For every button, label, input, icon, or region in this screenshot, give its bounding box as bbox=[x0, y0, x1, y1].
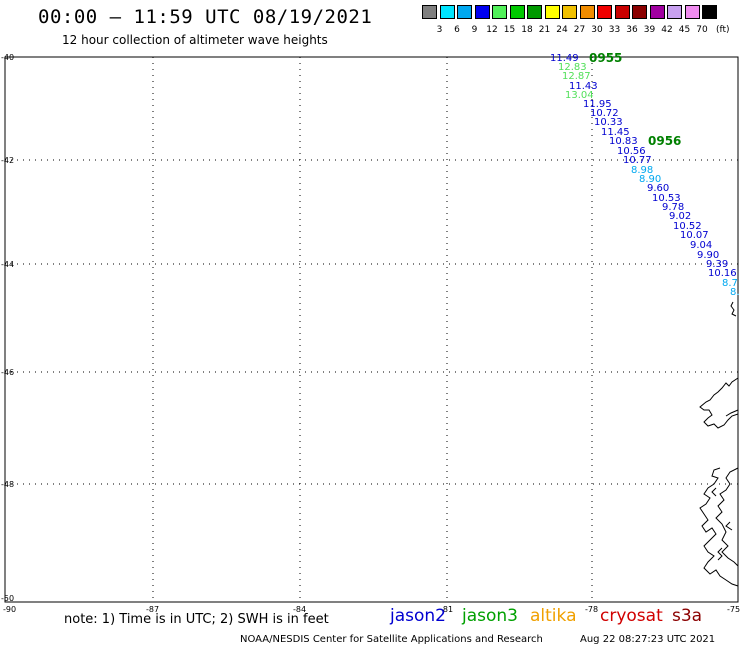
color-swatch bbox=[702, 5, 717, 19]
lat-label: -46 bbox=[1, 368, 14, 377]
swh-value-label: 8.5 bbox=[730, 287, 740, 298]
swh-value-label: 9.39 bbox=[706, 259, 728, 270]
color-swatch bbox=[649, 5, 665, 19]
color-scale-label: 36 bbox=[626, 25, 638, 35]
coastline-segment bbox=[725, 521, 733, 531]
lat-label: -48 bbox=[1, 480, 14, 489]
coastline-segment bbox=[717, 547, 723, 561]
swh-value-label: 10.77 bbox=[623, 155, 652, 166]
color-scale-label: 21 bbox=[538, 25, 551, 35]
color-scale-unit: (ft) bbox=[716, 25, 730, 35]
color-scale-label: 12 bbox=[486, 25, 498, 35]
swh-value-label: 12.83 bbox=[558, 62, 587, 73]
color-swatch bbox=[439, 5, 455, 19]
footer-credit: NOAA/NESDIS Center for Satellite Applica… bbox=[240, 634, 543, 645]
page-title: 00:00 – 11:59 UTC 08/19/2021 bbox=[38, 6, 373, 28]
lon-label: -75 bbox=[727, 605, 740, 614]
color-swatch bbox=[457, 5, 472, 19]
lon-label: -78 bbox=[585, 605, 598, 614]
pass-time-label: 0956 bbox=[648, 134, 681, 148]
lat-label: -50 bbox=[1, 594, 14, 603]
color-scale-label: 3 bbox=[436, 25, 443, 35]
map-frame bbox=[4, 56, 739, 603]
coastline-segment bbox=[699, 467, 739, 587]
legend-cryosat: cryosat bbox=[600, 606, 663, 626]
swh-value-label: 10.53 bbox=[652, 193, 681, 204]
swh-value-label: 10.16 bbox=[708, 268, 737, 279]
coastline-segment bbox=[699, 377, 739, 429]
lat-label: -40 bbox=[1, 53, 14, 62]
color-scale-label: 45 bbox=[678, 25, 691, 35]
axis-labels: -40 -42 -44 -46 -48 -50 -90 -87 -84 -81 -78 -75 bbox=[1, 53, 740, 614]
swh-value-label: 10.33 bbox=[594, 117, 623, 128]
color-swatch bbox=[492, 5, 507, 19]
color-swatch bbox=[509, 5, 525, 19]
swh-value-label: 11.43 bbox=[569, 81, 598, 92]
swh-value-label: 11.95 bbox=[583, 99, 612, 110]
page-subtitle: 12 hour collection of altimeter wave hei… bbox=[62, 33, 328, 47]
color-swatch bbox=[684, 5, 700, 19]
color-swatch bbox=[614, 5, 630, 19]
coastline bbox=[699, 301, 739, 587]
color-scale-label: 15 bbox=[503, 25, 516, 35]
legend-jason2: jason2 bbox=[390, 606, 446, 626]
swh-value-label: 10.72 bbox=[590, 108, 619, 119]
color-scale-label: 42 bbox=[661, 25, 673, 35]
color-scale-label: 27 bbox=[573, 25, 586, 35]
pass-time-label: 0955 bbox=[589, 51, 622, 65]
coastline-segment bbox=[730, 301, 737, 317]
swh-value-label: 8.90 bbox=[639, 174, 661, 185]
coastline-segment bbox=[715, 467, 739, 567]
color-scale-label: 39 bbox=[643, 25, 656, 35]
color-swatch bbox=[579, 5, 595, 19]
legend-s3a: s3a bbox=[672, 606, 703, 626]
swh-value-label: 11.49 bbox=[550, 53, 579, 64]
color-swatch bbox=[527, 5, 542, 19]
color-scale-label: 6 bbox=[454, 25, 460, 35]
swh-value-label: 9.90 bbox=[697, 250, 719, 261]
color-scale-label: 33 bbox=[608, 25, 621, 35]
color-scale-label: 18 bbox=[521, 25, 533, 35]
swh-value-label: 9.78 bbox=[662, 202, 684, 213]
swh-value-label: 13.04 bbox=[565, 90, 594, 101]
legend-altika: altika bbox=[530, 606, 577, 626]
lat-label: -44 bbox=[1, 260, 14, 269]
legend-jason3: jason3 bbox=[462, 606, 518, 626]
color-swatch bbox=[422, 5, 437, 19]
swh-value-label: 10.52 bbox=[673, 221, 702, 232]
swh-value-label: 12.87 bbox=[562, 71, 591, 82]
graticule bbox=[5, 57, 738, 602]
color-scale-label: 9 bbox=[471, 25, 478, 35]
lon-label: -81 bbox=[440, 605, 453, 614]
color-swatch bbox=[597, 5, 612, 19]
color-swatch bbox=[544, 5, 560, 19]
color-swatch bbox=[632, 5, 647, 19]
coastline-segment bbox=[725, 409, 739, 417]
swh-value-label: 10.83 bbox=[609, 136, 638, 147]
color-scale-label: 70 bbox=[696, 25, 708, 35]
swh-value-label: 9.60 bbox=[647, 183, 669, 194]
altimeter-track: 11.4912.8312.8711.4313.0411.9510.7210.33… bbox=[550, 51, 740, 298]
swh-value-label: 10.56 bbox=[617, 146, 646, 157]
swh-value-label: 8.7 bbox=[722, 278, 738, 289]
footer-timestamp: Aug 22 08:27:23 UTC 2021 bbox=[580, 634, 716, 645]
swh-value-label: 9.04 bbox=[690, 240, 712, 251]
color-scale-label: 30 bbox=[591, 25, 603, 35]
color-swatch bbox=[562, 5, 577, 19]
color-swatch bbox=[667, 5, 682, 19]
swh-value-label: 10.07 bbox=[680, 230, 709, 241]
swh-value-label: 8.98 bbox=[631, 165, 653, 176]
color-scale-label: 24 bbox=[556, 25, 568, 35]
lon-label: -84 bbox=[293, 605, 306, 614]
note-text: note: 1) Time is in UTC; 2) SWH is in fe… bbox=[64, 612, 329, 627]
lat-label: -42 bbox=[1, 156, 14, 165]
lon-label: -90 bbox=[3, 605, 16, 614]
swh-value-label: 11.45 bbox=[601, 127, 630, 138]
swh-value-label: 9.02 bbox=[669, 211, 691, 222]
color-swatch bbox=[474, 5, 490, 19]
lon-label: -87 bbox=[146, 605, 159, 614]
coastline-segment bbox=[711, 487, 717, 497]
